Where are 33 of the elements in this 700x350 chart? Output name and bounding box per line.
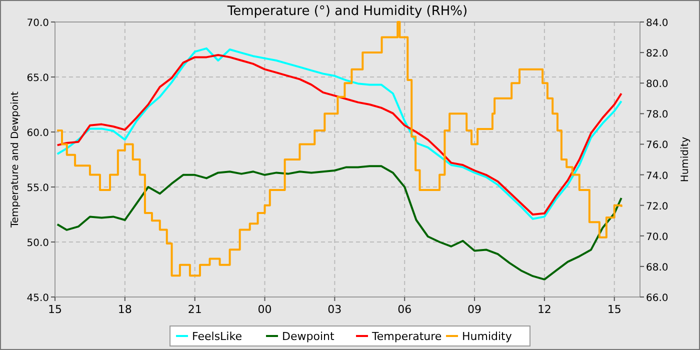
y2-tick-label: 74.0 xyxy=(646,170,668,182)
y2-tick-label: 82.0 xyxy=(646,48,668,60)
y2-tick-label: 78.0 xyxy=(646,110,668,121)
y-axis-title: Temperature and Dewpoint xyxy=(10,91,21,229)
legend-label: FeelsLike xyxy=(192,330,242,343)
legend-label: Humidity xyxy=(462,330,512,343)
y2-tick-label: 76.0 xyxy=(646,140,668,152)
legend-label: Temperature xyxy=(371,330,442,343)
y-tick-label: 70.0 xyxy=(26,18,49,29)
legend-label: Dewpoint xyxy=(282,330,335,343)
line-series xyxy=(56,165,622,280)
y-tick-label: 65.0 xyxy=(26,73,49,84)
x-tick-label: 21 xyxy=(188,303,202,316)
x-tick-label: 00 xyxy=(258,303,272,316)
y-tick-label: 45.0 xyxy=(26,293,49,304)
x-tick-label: 09 xyxy=(468,303,482,316)
y2-tick-label: 68.0 xyxy=(646,262,668,274)
x-tick-label: 18 xyxy=(118,303,132,316)
chart-title: Temperature (°) and Humidity (RH%) xyxy=(226,4,468,19)
y-tick-label: 50.0 xyxy=(26,238,49,249)
x-tick-label: 15 xyxy=(607,303,622,316)
y2-axis-title: Humidity xyxy=(680,136,691,182)
y2-tick-label: 80.0 xyxy=(646,79,668,90)
y2-tick-label: 84.0 xyxy=(646,18,668,29)
x-tick-label: 06 xyxy=(398,303,412,316)
y2-tick-label: 72.0 xyxy=(646,201,668,212)
y2-tick-label: 70.0 xyxy=(646,232,668,243)
x-tick-label: 12 xyxy=(537,303,552,316)
x-tick-label: 03 xyxy=(328,303,342,316)
y-tick-label: 60.0 xyxy=(26,128,49,139)
y2-tick-label: 66.0 xyxy=(646,293,668,304)
x-tick-label: 15 xyxy=(48,303,62,316)
y-tick-label: 55.0 xyxy=(26,183,49,194)
